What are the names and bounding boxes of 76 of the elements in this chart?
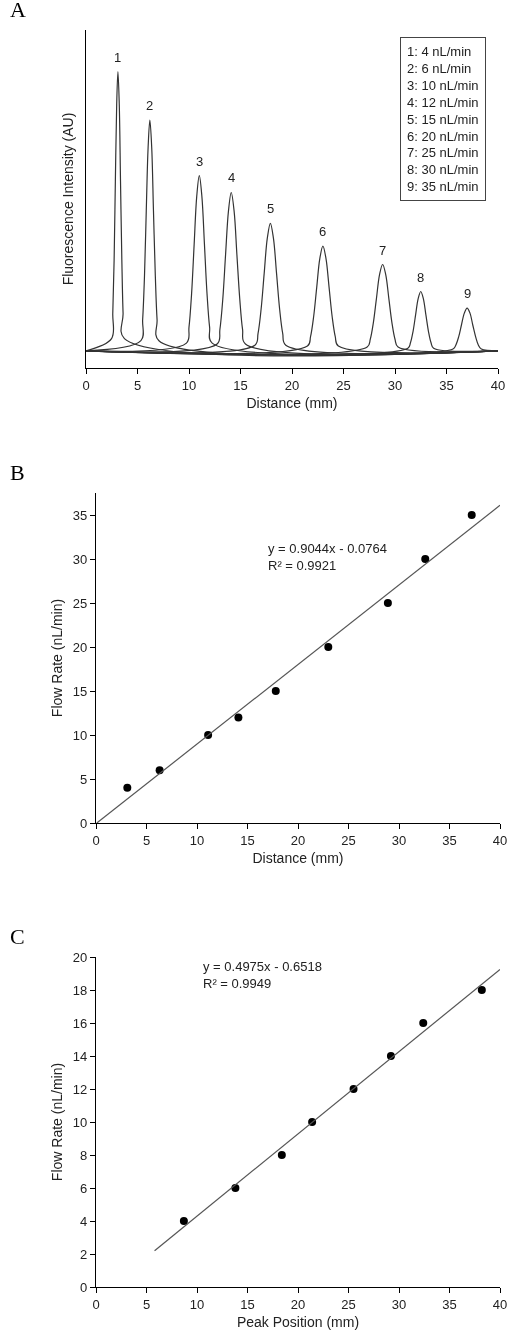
y-tick-label: 4 [80, 1213, 88, 1229]
y-tick-label: 35 [72, 507, 88, 523]
x-tick-label: 40 [492, 832, 508, 848]
x-tick-label: 5 [142, 832, 151, 848]
y-tick-label: 12 [72, 1081, 88, 1097]
x-tick-label: 10 [189, 832, 205, 848]
annotation: 6: 20 nL/min [407, 128, 479, 144]
annotation: 3 [196, 154, 204, 169]
x-tick-label: 10 [189, 1296, 205, 1312]
annotation: 2: 6 nL/min [407, 60, 472, 76]
x-axis-title: Distance (mm) [252, 850, 344, 866]
x-tick-label: 15 [240, 1296, 255, 1312]
x-tick-label: 30 [387, 377, 403, 393]
x-axis-title: Distance (mm) [246, 395, 338, 411]
y-tick-label: 15 [72, 683, 88, 699]
x-tick-label: 5 [142, 1296, 151, 1312]
y-tick-label: 25 [72, 595, 88, 611]
y-tick-label: 20 [72, 639, 88, 655]
annotation: 4: 12 nL/min [407, 94, 479, 110]
y-axis-title: Fluorescence Intensity (AU) [59, 112, 76, 286]
annotation: 8 [417, 270, 425, 285]
chart-title: A [10, 0, 26, 22]
y-tick-label: 2 [80, 1246, 88, 1262]
y-axis-title: Flow Rate (nL/min) [49, 1062, 66, 1182]
y-tick-label: 16 [72, 1015, 88, 1031]
x-tick-label: 35 [442, 1296, 457, 1312]
x-tick-label: 25 [341, 1296, 356, 1312]
y-tick-label: 8 [80, 1147, 88, 1163]
y-tick-label: 20 [72, 949, 88, 965]
x-tick-label: 0 [92, 832, 100, 848]
x-tick-label: 25 [336, 377, 351, 393]
annotation: 5: 15 nL/min [407, 111, 479, 127]
chart-title: C [10, 924, 25, 949]
annotation: 9 [464, 286, 472, 301]
annotation: 7: 25 nL/min [407, 145, 479, 161]
x-axis-title: Peak Position (mm) [236, 1314, 360, 1330]
annotation: 8: 30 nL/min [407, 162, 479, 178]
x-tick-label: 10 [181, 377, 197, 393]
annotation: 9: 35 nL/min [407, 179, 479, 195]
y-tick-label: 30 [72, 551, 88, 567]
x-tick-label: 20 [284, 377, 300, 393]
annotation: 3: 10 nL/min [407, 77, 479, 93]
annotation: R² = 0.9949 [203, 975, 272, 991]
y-tick-label: 0 [80, 1279, 88, 1295]
y-axis-title: Flow Rate (nL/min) [49, 598, 66, 718]
y-tick-label: 18 [72, 982, 88, 998]
y-tick-label: 10 [72, 1114, 88, 1130]
y-tick-label: 6 [80, 1180, 88, 1196]
annotation: y = 0.4975x - 0.6518 [203, 959, 322, 974]
x-tick-label: 20 [290, 832, 306, 848]
annotation: 1 [114, 50, 122, 65]
x-tick-label: 30 [391, 832, 407, 848]
y-tick-label: 5 [80, 771, 88, 787]
annotation: 6 [319, 224, 327, 239]
annotation: 5 [267, 201, 275, 216]
annotation: 7 [379, 243, 387, 258]
y-tick-label: 14 [72, 1048, 88, 1064]
x-tick-label: 30 [391, 1296, 407, 1312]
chart-title: B [10, 460, 25, 485]
x-tick-label: 15 [240, 832, 255, 848]
x-tick-label: 20 [290, 1296, 306, 1312]
annotation: y = 0.9044x - 0.0764 [268, 541, 387, 556]
x-tick-label: 40 [490, 377, 506, 393]
annotation: 2 [146, 98, 154, 113]
x-tick-label: 25 [341, 832, 356, 848]
x-tick-label: 35 [439, 377, 454, 393]
x-tick-label: 40 [492, 1296, 508, 1312]
x-tick-label: 15 [233, 377, 248, 393]
x-tick-label: 0 [92, 1296, 100, 1312]
annotation: 4 [228, 170, 236, 185]
annotation: R² = 0.9921 [268, 557, 337, 573]
text: 1: 4 nL/min [407, 44, 472, 59]
x-tick-label: 5 [133, 377, 142, 393]
x-tick-label: 35 [442, 832, 457, 848]
y-tick-label: 0 [80, 815, 88, 831]
y-tick-label: 10 [72, 727, 88, 743]
